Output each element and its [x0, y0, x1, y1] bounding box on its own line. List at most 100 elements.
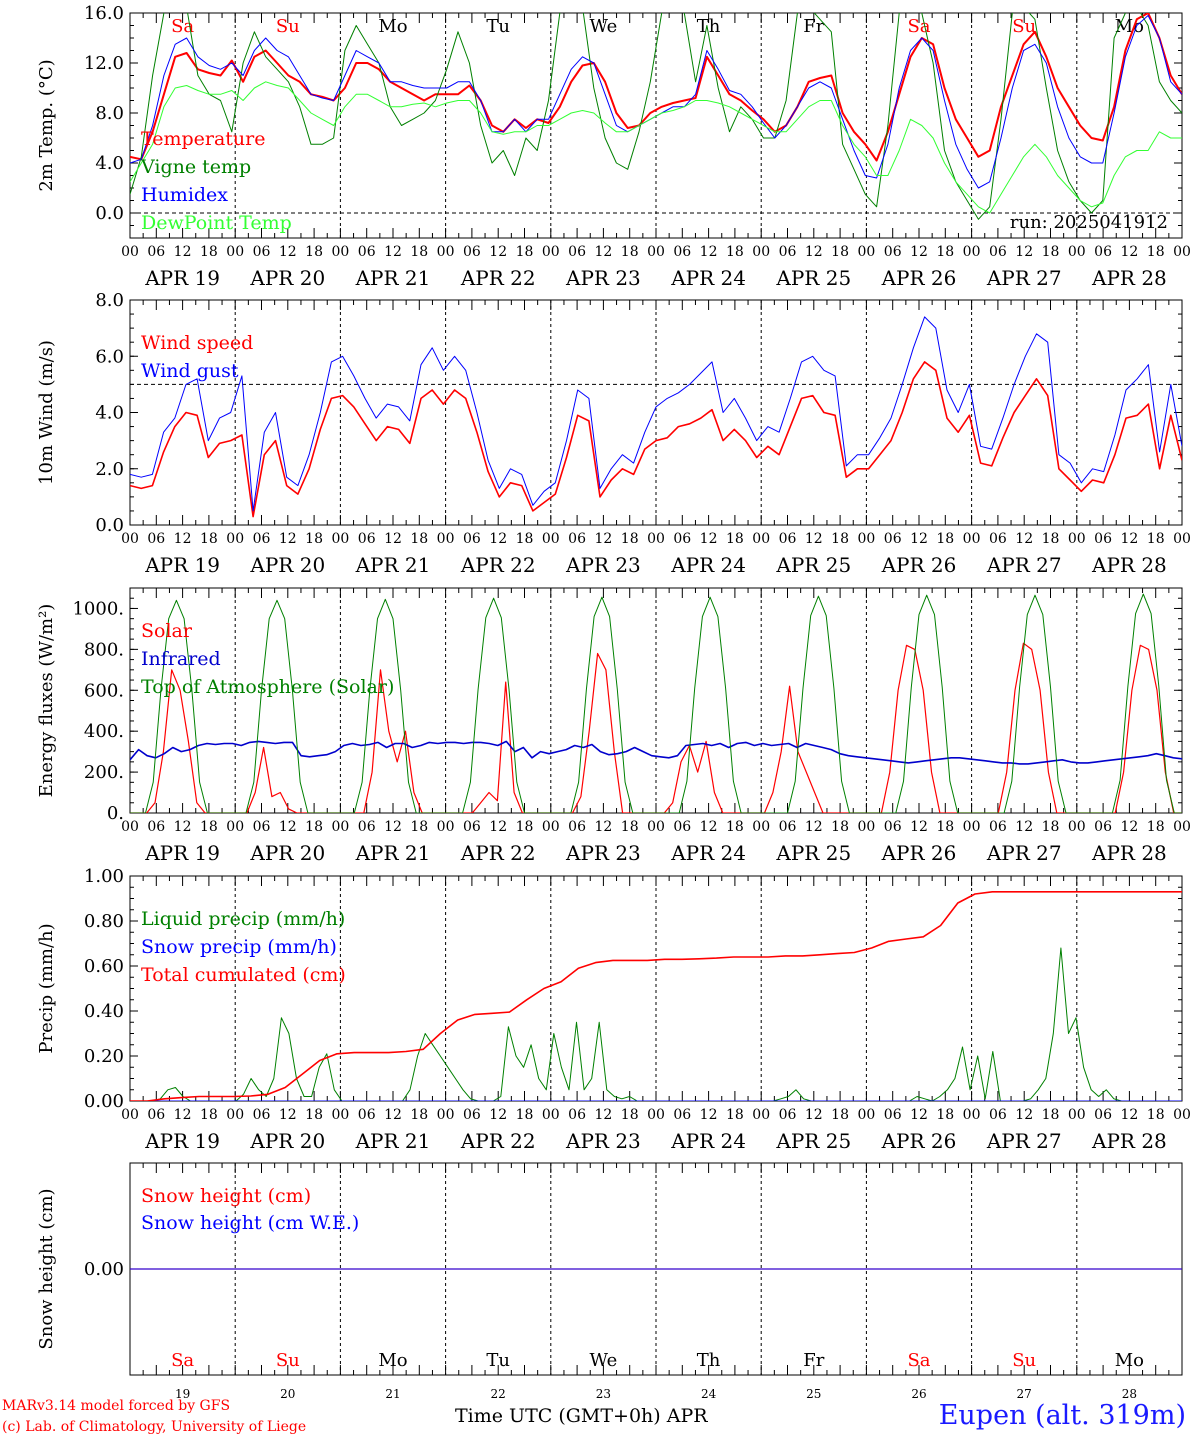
hour-label: 06 — [463, 1107, 481, 1123]
day-number: 28 — [1122, 1387, 1137, 1401]
series-line-2 — [130, 13, 1182, 220]
hour-label: 12 — [700, 244, 718, 260]
hour-label: 00 — [437, 1107, 455, 1123]
day-number: 24 — [701, 1387, 717, 1401]
date-label: APR 23 — [565, 841, 641, 865]
date-label: APR 22 — [460, 266, 536, 290]
legend-entry: Liquid precip (mm/h) — [141, 908, 345, 930]
day-name: We — [590, 1350, 618, 1371]
hour-label: 00 — [1068, 244, 1086, 260]
hour-label: 00 — [437, 819, 455, 835]
date-label: APR 21 — [355, 1129, 431, 1153]
hour-label: 00 — [331, 819, 349, 835]
hour-label: 06 — [673, 819, 691, 835]
hour-label: 12 — [489, 531, 507, 547]
hour-label: 00 — [647, 1107, 665, 1123]
hour-label: 12 — [279, 1107, 297, 1123]
hour-label: 18 — [1147, 819, 1165, 835]
hour-label: 00 — [121, 819, 139, 835]
y-tick-label: 400. — [84, 721, 124, 742]
hour-label: 06 — [463, 244, 481, 260]
y-tick-label: 2.0 — [95, 459, 124, 480]
hour-label: 18 — [516, 531, 534, 547]
day-name: Sa — [907, 1350, 930, 1371]
hour-label: 12 — [489, 244, 507, 260]
day-number: 25 — [806, 1387, 821, 1401]
run-label: run: 2025041912 — [1010, 212, 1168, 233]
hour-label: 00 — [1173, 531, 1191, 547]
hour-label: 00 — [121, 244, 139, 260]
series-line-1 — [130, 947, 1182, 1101]
panel-5: 0.00 Snow height (cm) Sa Su Mo Tu We Th Fr Sa Su Mo… — [36, 1162, 1183, 1401]
day-number: 20 — [280, 1387, 295, 1401]
hour-label: 12 — [1015, 531, 1033, 547]
hour-label: 18 — [621, 819, 639, 835]
day-number: 19 — [175, 1387, 190, 1401]
y-tick-label: 200. — [84, 762, 124, 783]
hour-label: 06 — [358, 531, 376, 547]
hour-label: 00 — [752, 244, 770, 260]
hour-label: 06 — [779, 244, 797, 260]
hour-label: 18 — [1147, 244, 1165, 260]
y-tick-label: 1000. — [72, 598, 124, 619]
hour-label: 06 — [1094, 244, 1112, 260]
hour-label: 00 — [542, 1107, 560, 1123]
panel-3: 0. 200. 400. 600. 800. 1000. Energy fluxes (W/… — [36, 587, 1191, 865]
hour-label: 00 — [752, 531, 770, 547]
y-axis-label: 10m Wind (m/s) — [36, 340, 57, 485]
hour-label: 00 — [226, 819, 244, 835]
hour-label: 06 — [989, 244, 1007, 260]
y-tick-label: 0.20 — [84, 1046, 124, 1067]
hour-label: 06 — [884, 1107, 902, 1123]
legend-entry: Total cumulated (cm) — [141, 964, 346, 986]
hour-label: 18 — [726, 244, 744, 260]
hour-label: 06 — [1094, 819, 1112, 835]
series-line-1 — [130, 361, 1182, 518]
y-tick-label: 0.0 — [95, 203, 124, 224]
hour-label: 00 — [121, 531, 139, 547]
day-number: 27 — [1017, 1387, 1032, 1401]
y-tick-label: 12.0 — [84, 53, 124, 74]
date-label: APR 25 — [775, 841, 851, 865]
hour-label: 18 — [200, 531, 218, 547]
hour-label: 00 — [226, 244, 244, 260]
hour-label: 12 — [1120, 819, 1138, 835]
date-label: APR 23 — [565, 1129, 641, 1153]
hour-label: 18 — [1042, 1107, 1060, 1123]
legend-entry: Snow height (cm) — [141, 1185, 311, 1207]
hour-label: 06 — [673, 1107, 691, 1123]
hour-label: 12 — [384, 244, 402, 260]
hour-label: 00 — [647, 531, 665, 547]
hour-label: 18 — [305, 531, 323, 547]
hour-label: 06 — [673, 244, 691, 260]
hour-label: 12 — [594, 819, 612, 835]
hour-label: 00 — [331, 244, 349, 260]
hour-label: 06 — [779, 1107, 797, 1123]
legend-entry: Wind gust — [141, 360, 239, 382]
series-line-4 — [130, 81, 1182, 214]
hour-label: 12 — [384, 819, 402, 835]
hour-label: 00 — [1173, 1107, 1191, 1123]
hour-label: 06 — [884, 819, 902, 835]
hour-label: 00 — [647, 244, 665, 260]
date-label: APR 20 — [249, 266, 325, 290]
date-label: APR 27 — [986, 553, 1062, 577]
date-label: APR 26 — [881, 266, 957, 290]
hour-label: 00 — [857, 819, 875, 835]
hour-label: 06 — [147, 819, 165, 835]
hour-label: 18 — [305, 244, 323, 260]
hour-label: 06 — [253, 1107, 271, 1123]
hour-label: 12 — [910, 819, 928, 835]
hour-label: 18 — [936, 1107, 954, 1123]
hour-label: 06 — [147, 1107, 165, 1123]
y-axis-label: Precip (mm/h) — [36, 923, 57, 1053]
hour-label: 18 — [200, 819, 218, 835]
hour-label: 00 — [963, 1107, 981, 1123]
day-name: Fr — [803, 1350, 824, 1371]
hour-label: 12 — [489, 1107, 507, 1123]
hour-label: 12 — [910, 531, 928, 547]
hour-label: 00 — [963, 531, 981, 547]
series-line-3 — [130, 890, 1182, 1101]
hour-label: 12 — [1015, 1107, 1033, 1123]
